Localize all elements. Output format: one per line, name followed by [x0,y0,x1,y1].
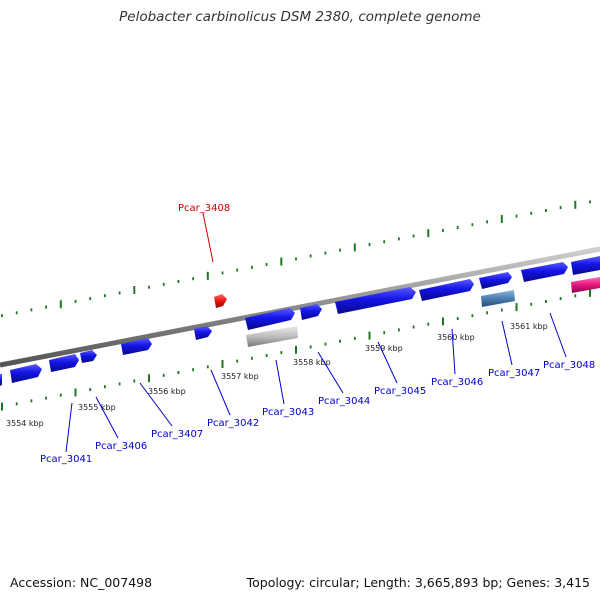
gene-feature[interactable] [300,304,322,320]
gene-label-pcar-3407[interactable]: Pcar_3407 [151,429,203,440]
genome-backbone [0,246,600,368]
scale-label: 3560 kbp [437,333,475,342]
gene-label-pcar-3047[interactable]: Pcar_3047 [488,368,540,379]
scale-label: 3561 kbp [510,322,548,331]
map-title: Pelobacter carbinolicus DSM 2380, comple… [119,9,481,25]
gene-label-pcar-3046[interactable]: Pcar_3046 [431,377,483,388]
label-connectors [65,212,567,453]
gene-feature[interactable] [335,287,416,314]
gene-label-pcar-3043[interactable]: Pcar_3043 [262,407,314,418]
label-connector [202,212,214,263]
gene-feature[interactable] [481,290,515,307]
scale-labels: 3554 kbp 3555 kbp 3556 kbp 3557 kbp 3558… [6,322,548,428]
label-connector [275,359,285,405]
ticks-bottom [1,288,591,411]
label-connector [549,312,567,358]
gene-label-pcar-3041[interactable]: Pcar_3041 [40,454,92,465]
label-connector [317,351,344,394]
label-connector [95,396,119,439]
gene-feature[interactable] [521,262,568,282]
scale-label: 3554 kbp [6,419,44,428]
gene-feature[interactable] [10,364,42,383]
scale-label: 3555 kbp [78,403,116,412]
gene-labels: Pcar_3408 Pcar_3041 Pcar_3406 Pcar_3407 … [40,203,595,465]
gene-feature[interactable] [214,294,227,308]
gene-feature[interactable] [571,256,600,275]
scale-label: 3558 kbp [293,358,331,367]
gene-label-pcar-3045[interactable]: Pcar_3045 [374,386,426,397]
scale-label: 3559 kbp [365,344,403,353]
gene-label-pcar-3044[interactable]: Pcar_3044 [318,396,370,407]
gene-features [0,256,600,386]
label-connector [65,402,73,453]
label-connector [501,320,513,366]
accession-text: Accession: NC_007498 [10,575,153,590]
gene-feature[interactable] [419,279,474,301]
scale-label: 3557 kbp [221,372,259,381]
genome-summary-text: Topology: circular; Length: 3,665,893 bp… [246,575,590,590]
gene-feature[interactable] [0,374,2,386]
gene-label-pcar-3048[interactable]: Pcar_3048 [543,360,595,371]
label-connector [451,328,456,375]
gene-label-pcar-3406[interactable]: Pcar_3406 [95,441,147,452]
ticks-top [1,200,591,318]
scale-label: 3556 kbp [148,387,186,396]
label-connector [139,382,173,427]
gene-feature[interactable] [245,308,295,330]
label-connector [377,341,398,384]
label-connector [210,369,231,416]
gene-label-pcar-3408[interactable]: Pcar_3408 [178,203,230,214]
gene-feature[interactable] [194,326,212,340]
gene-feature[interactable] [49,354,79,372]
gene-label-pcar-3042[interactable]: Pcar_3042 [207,418,259,429]
gene-feature[interactable] [121,338,152,355]
gene-feature[interactable] [246,326,298,347]
gene-feature[interactable] [479,272,512,289]
gene-feature[interactable] [571,277,600,293]
gene-feature[interactable] [80,350,97,363]
